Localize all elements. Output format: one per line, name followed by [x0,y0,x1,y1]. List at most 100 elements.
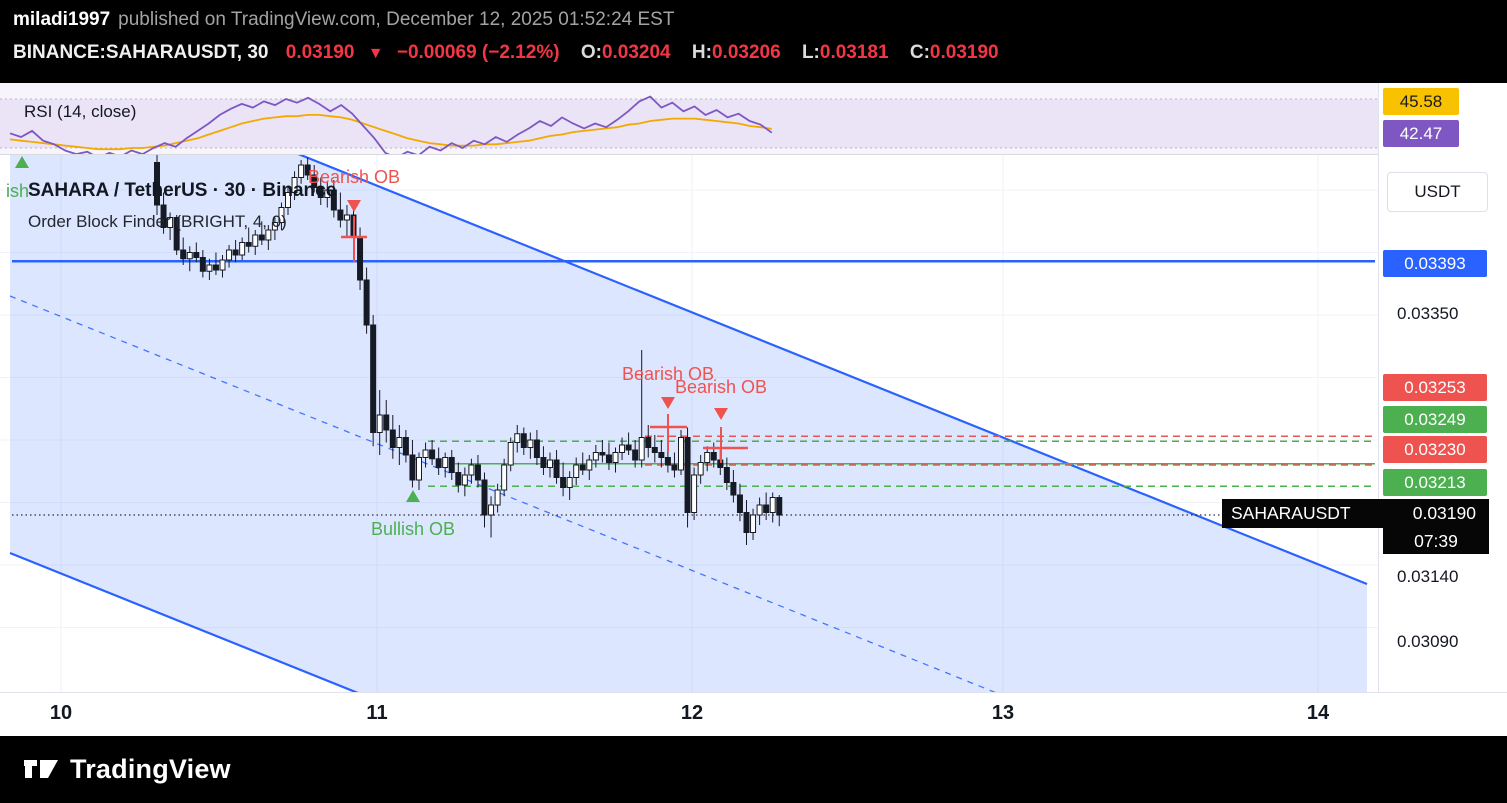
low-value: 0.03181 [819,42,889,63]
published-text: published on TradingView.com, December 1… [118,9,675,30]
bullish-ob-label: ish [6,181,29,201]
candle-body [167,217,174,228]
candle-body [579,464,586,471]
tradingview-logo[interactable]: TradingView [21,751,231,787]
candle-body [592,452,599,461]
candle-body [743,512,750,533]
candle-body [219,259,226,271]
candle-body [265,229,272,241]
candle-body [337,209,344,221]
last-price-value: 0.03190 [285,42,355,63]
bearish-ob-label: Bearish OB [622,364,714,384]
candle-body [553,459,560,478]
header-bar: miladi1997 published on TradingView.com, … [0,0,1507,83]
candle-body [638,437,645,461]
candle-body [520,433,527,448]
candle-body [514,433,521,443]
bullish-triangle-icon [406,490,420,502]
price-axis-label-0.03350: 0.03350 [1397,304,1459,323]
candle-body [429,449,436,460]
candle-body [651,447,658,453]
down-arrow-icon: ▼ [367,45,384,62]
chart-bg [0,83,1378,692]
rsi-value-badge: 42.47 [1383,120,1459,147]
bearish-ob-label: Bearish OB [308,167,400,187]
candle-body [678,437,684,471]
candle-body [245,242,252,247]
price-axis-label-0.03230: 0.03230 [1383,436,1487,463]
tradingview-wordmark[interactable]: TradingView [70,753,231,784]
candle-body [560,477,567,488]
time-axis-label-12: 12 [680,702,704,724]
candle-body [455,472,462,486]
price-axis-label-0.03253: 0.03253 [1383,374,1487,401]
price-axis-label-0.03393: 0.03393 [1383,250,1487,277]
rsi-ma-value-badge: 45.58 [1383,88,1459,115]
candle-body [619,444,626,453]
candle-body [494,489,501,506]
rsi-pane [0,83,1378,155]
candle-body [769,497,776,513]
candle-body [357,237,364,281]
candle-body [756,504,763,516]
ob-candle-highlight [650,414,687,452]
candle-body [396,437,403,448]
candle-body [599,452,606,456]
candle-body [383,414,390,431]
tradingview-logo-icon[interactable] [21,751,61,787]
price-axis-label-0.03213: 0.03213 [1383,469,1487,496]
candle-body [658,452,665,458]
candle-body [389,429,396,448]
time-axis-label-11: 11 [366,702,388,724]
time-axis-label-13: 13 [991,702,1015,724]
price-axis-label-0.03090: 0.03090 [1397,632,1459,651]
candle-body [533,439,540,458]
candle-body [212,264,219,271]
symbol-ohlc-bar: BINANCE:SAHARAUSDT, 30 0.03190 ▼ −0.0006… [13,42,999,64]
close-value: 0.03190 [929,42,999,63]
price-axis[interactable]: USDT 45.58 42.47 0.03393 0.03350 0.03253 0.… [1378,83,1507,692]
time-axis[interactable]: 10 11 12 13 14 [0,692,1507,737]
candle-body [160,204,167,228]
candle-body [474,464,481,481]
bearish-ob-marker: Bearish OB [622,364,714,409]
time-axis-label-10: 10 [49,702,73,724]
candle-body [324,189,331,198]
high-label: H: [691,42,712,63]
candle-body [232,249,239,256]
candle-body [540,457,547,468]
candle-body [488,504,495,516]
candle-body [402,437,409,456]
candle-body [226,249,233,261]
candle-body [625,444,632,451]
candle-body [507,442,514,466]
main-pane-title: SAHARA / TetherUS · 30 · Binance [28,180,337,201]
candle-body [343,214,350,221]
high-value: 0.03206 [711,42,781,63]
candle-body [311,174,318,188]
chart-region: Bearish OB Bearish OB Bearish OB Bullish OB… [0,83,1507,737]
candle-body [736,494,743,513]
candle-body [271,222,278,231]
candle-body [448,457,455,473]
bearish-ob-label: Bearish OB [675,377,767,397]
candle-body [632,449,639,461]
price-axis-label-0.03249: 0.03249 [1383,406,1487,433]
candle-body [691,474,698,513]
candle-body [547,459,553,468]
currency-toggle[interactable]: USDT [1387,172,1488,212]
candle-body [330,189,337,211]
candle-body [664,457,671,466]
candle-body [298,164,305,178]
countdown-timer: 07:39 [1383,528,1489,554]
candle-body [612,452,619,463]
candle-body [573,464,580,478]
candle-body [697,462,704,476]
published-line: miladi1997 published on TradingView.com, … [13,9,674,31]
candle-body [566,477,573,488]
bearish-triangle-icon [347,200,361,212]
candle-body [671,464,678,471]
username-link[interactable]: miladi1997 [13,9,111,30]
candle-body [180,249,187,260]
